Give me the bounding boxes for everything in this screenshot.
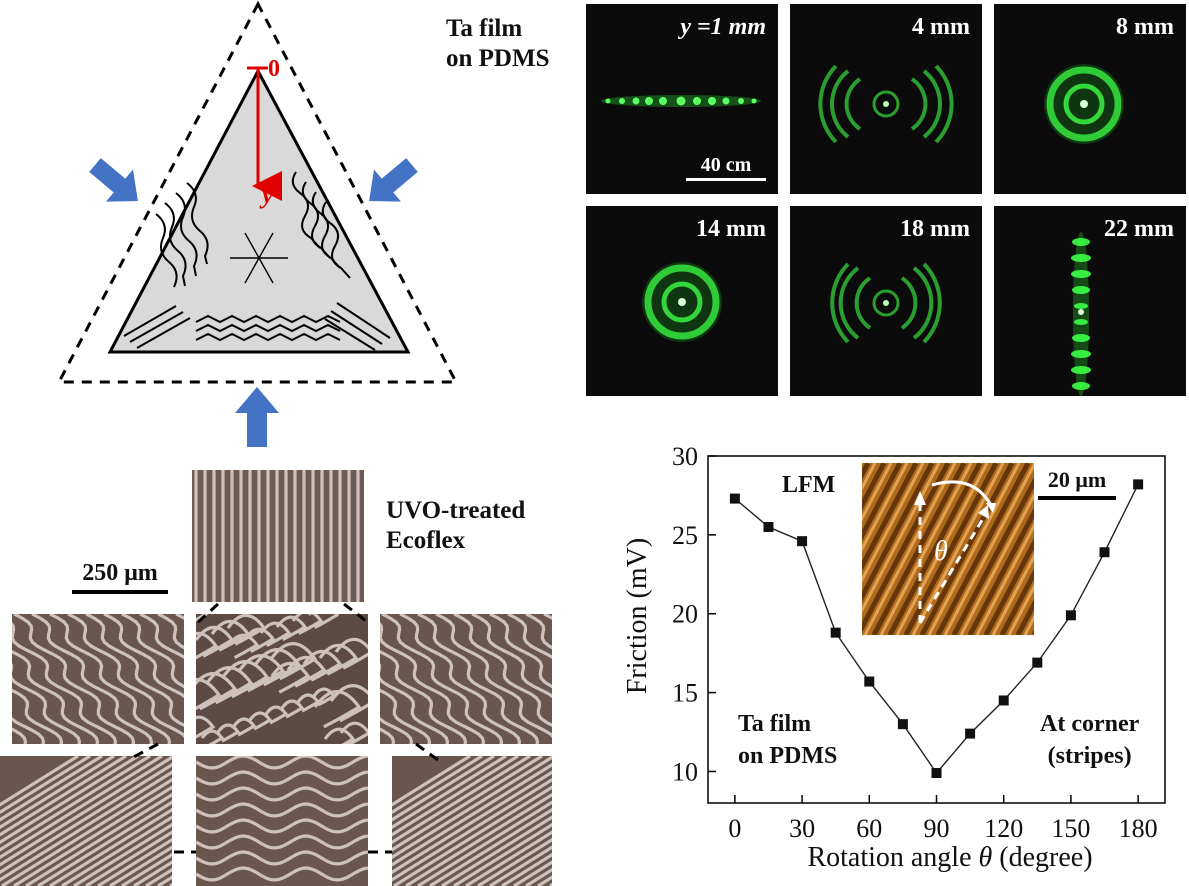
x-tick-label: 180 [1119,814,1158,843]
x-tick-label: 120 [984,814,1023,843]
friction-data-point [931,768,942,779]
y-tick-label: 25 [672,521,698,550]
diffraction-panel-1: y =1 mm 40 cm [586,4,778,194]
center-asterisk [230,232,288,284]
lfm-label: LFM [782,472,836,498]
diffraction-panel-6: 22 mm [994,206,1186,396]
friction-data-point [1032,657,1043,668]
y-axis-label: y [262,180,274,209]
diffraction-panel-2: 4 mm [790,4,982,194]
diffraction-scale-bar: 40 cm [686,154,766,181]
friction-data-point [897,719,908,730]
inset-scale-bar: 20 μm [1038,468,1116,500]
diffraction-title-line1: Ta film [446,15,523,42]
micrograph-scale-label: 250 μm [82,560,158,586]
friction-data-point [965,728,976,739]
compression-arrow-bottom [235,387,279,447]
compression-arrow-right [369,158,418,202]
inset-angle-label: θ [934,536,948,567]
diffraction-panel-4: 14 mm [586,206,778,396]
y-axis-label-chart: Friction (mV) [622,537,653,695]
friction-data-point [830,627,841,638]
friction-data-point [729,493,740,504]
friction-data-point [864,676,875,687]
panel-label-4: 14 mm [696,216,766,242]
friction-data-point [1099,547,1110,558]
inset-scale-line [1038,496,1116,500]
x-tick-label: 90 [924,814,950,843]
y-tick-label: 20 [672,600,698,629]
micrograph-bottom-center-wavy [196,756,368,886]
triangle-diagram [56,0,459,447]
micrograph-mid-left-wavy [12,614,184,744]
panel-label-3: 8 mm [1116,14,1174,40]
x-axis-label-prefix: Rotation angle [807,842,979,873]
x-axis-label-suffix: (degree) [992,842,1093,873]
annotation-left-line1: Ta film [738,711,812,737]
panel-label-2: 4 mm [912,14,970,40]
panel-label-1: y =1 mm [680,14,766,41]
micrograph-connectors [127,602,439,854]
friction-data-point [763,521,774,532]
diffraction-panel-3: 8 mm [994,4,1186,194]
panel-label-5: 18 mm [900,216,970,242]
x-tick-label: 150 [1051,814,1090,843]
annotation-left: Ta film on PDMS [738,708,837,772]
annotation-right: At corner (stripes) [1040,708,1139,772]
friction-data-point [1133,479,1144,490]
micrograph-scale-line [72,590,168,594]
annotation-right-line2: (stripes) [1047,743,1132,769]
y-tick-label: 30 [672,442,698,471]
micrograph-mid-center-labyrinth [196,614,368,744]
inset-scale-label: 20 μm [1047,467,1107,492]
panel-label-6: 22 mm [1104,216,1174,242]
compression-arrow-left [89,158,138,202]
origin-label: 0 [268,56,280,82]
x-tick-label: 30 [789,814,815,843]
micrograph-bottom-right-diagonal [392,756,552,886]
left-edge-wrinkles [155,182,209,288]
micrograph-top-straight [192,470,364,602]
diffraction-title: Ta film on PDMS [446,14,549,74]
micrograph-title: UVO-treated Ecoflex [386,496,525,556]
friction-data-point [1065,610,1076,621]
right-corner-stripes [324,302,391,351]
annotation-left-line2: on PDMS [738,743,838,769]
right-edge-wrinkles [291,171,351,279]
micrograph-title-line2: Ecoflex [386,527,466,554]
x-tick-label: 0 [728,814,741,843]
lfm-inset [862,463,1034,635]
x-axis-label: Rotation angle θ (degree) [710,842,1189,874]
friction-chart: 0 30 60 90 120 150 180 10 15 20 25 30 [672,442,1166,843]
diffraction-panel-5: 18 mm [790,206,982,396]
panel-label-1-text: y =1 mm [680,14,766,40]
y-tick-label: 15 [672,679,698,708]
micrograph-bottom-left-diagonal [0,756,172,886]
x-axis-label-symbol: θ [978,842,993,873]
annotation-right-line1: At corner [1040,711,1140,737]
y-tick-label: 10 [672,757,698,786]
micrograph-mid-right-wavy [380,614,552,744]
diffraction-scale-line [686,178,766,181]
friction-data-point [998,695,1009,706]
diffraction-scale-label: 40 cm [700,154,752,176]
friction-data-point [797,536,808,547]
micrograph-scale-bar: 250 μm [72,560,168,594]
bottom-edge-wrinkles [195,314,341,342]
left-corner-stripes [123,305,191,349]
x-tick-label: 60 [856,814,882,843]
diffraction-title-line2: on PDMS [446,45,550,72]
micrograph-title-line1: UVO-treated [386,497,526,524]
